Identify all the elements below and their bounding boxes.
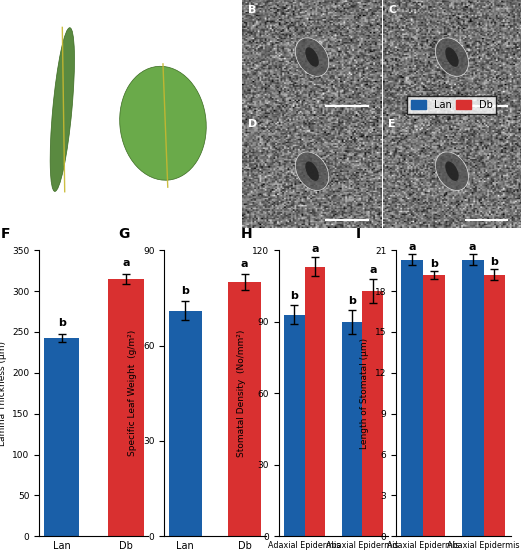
Ellipse shape [305, 47, 319, 67]
Text: b: b [348, 296, 356, 306]
Text: I: I [356, 227, 361, 241]
Ellipse shape [120, 67, 206, 180]
Y-axis label: Lamina Thickness (μm): Lamina Thickness (μm) [0, 341, 7, 446]
Text: a: a [408, 243, 416, 252]
Bar [108, 279, 143, 536]
Ellipse shape [305, 161, 319, 181]
Bar [342, 322, 362, 536]
Text: F: F [1, 227, 10, 241]
Text: G: G [118, 227, 130, 241]
Ellipse shape [295, 152, 329, 190]
Bar [305, 267, 325, 536]
Text: Lanceolate leaf: Lanceolate leaf [14, 210, 72, 219]
Text: a: a [369, 265, 377, 275]
Ellipse shape [436, 38, 468, 76]
Text: b: b [181, 287, 189, 296]
Text: a: a [122, 258, 130, 268]
Y-axis label: Stomatal Density  (No/mm²): Stomatal Density (No/mm²) [238, 329, 246, 457]
Text: b: b [430, 258, 438, 268]
Text: a: a [311, 244, 319, 254]
Bar [169, 311, 202, 536]
Text: b: b [491, 257, 499, 267]
Text: a: a [469, 243, 476, 252]
Text: b: b [290, 292, 298, 301]
Text: C: C [389, 4, 396, 14]
Bar [284, 315, 305, 536]
Ellipse shape [295, 38, 329, 76]
Text: H: H [241, 227, 252, 241]
Text: a: a [241, 259, 249, 270]
Text: D: D [248, 119, 257, 129]
Text: b: b [58, 318, 66, 328]
Bar [44, 338, 79, 536]
Bar [362, 291, 383, 536]
Legend: Lan, Db: Lan, Db [407, 96, 497, 114]
Y-axis label: Length of Stomatal (μm): Length of Stomatal (μm) [360, 338, 369, 449]
Text: Dentate broad-ovate leaf: Dentate broad-ovate leaf [115, 210, 212, 219]
Bar [483, 275, 505, 536]
Text: E: E [389, 119, 396, 129]
Bar [423, 275, 445, 536]
Bar [228, 282, 261, 536]
Ellipse shape [445, 161, 458, 181]
Ellipse shape [445, 47, 458, 67]
Text: B: B [248, 4, 256, 14]
Bar [462, 260, 483, 536]
Text: A: A [9, 7, 19, 20]
Bar [401, 260, 423, 536]
Ellipse shape [436, 152, 468, 190]
Y-axis label: Specific Leaf Weight  (g/m²): Specific Leaf Weight (g/m²) [128, 330, 138, 456]
Ellipse shape [50, 28, 75, 191]
